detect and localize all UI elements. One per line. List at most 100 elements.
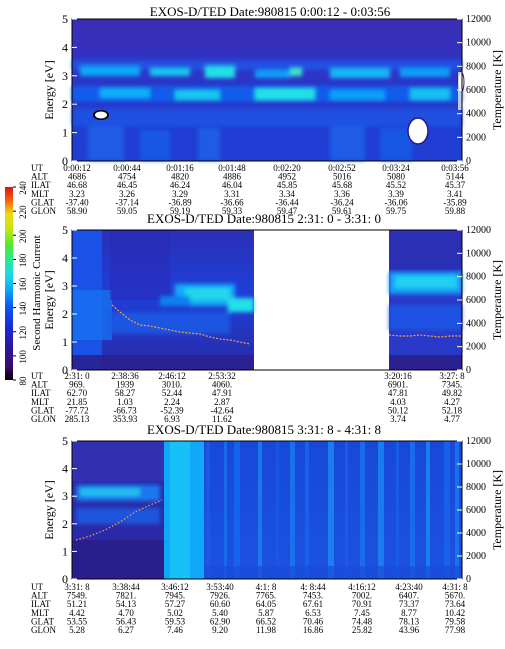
row-label-mlt: MLT <box>31 189 50 199</box>
colorbar-tick-label: 220 <box>18 205 28 219</box>
table-cell: -42.64 <box>210 405 234 415</box>
table-cell: 4.77 <box>444 414 460 424</box>
energy-tick-label: 5 <box>62 434 68 448</box>
table-cell: 3.31 <box>224 189 240 199</box>
panel-1-title: EXOS-D/TED Date:980815 0:00:12 - 0:03:56 <box>150 4 391 19</box>
temperature-tick-label: 10000 <box>466 459 491 470</box>
table-cell: 25.82 <box>352 625 372 635</box>
table-cell: 4.42 <box>69 608 85 618</box>
colorbar-tick-label: 240 <box>18 181 28 195</box>
table-cell: 47.91 <box>212 388 232 398</box>
temperature-tick-label: 12000 <box>466 14 491 25</box>
panel-3-temperature-trace <box>75 499 163 541</box>
table-cell: 969. <box>69 380 85 390</box>
panel-1-heatmap <box>72 19 465 161</box>
table-cell: 7.46 <box>167 625 183 635</box>
row-label-mlt: MLT <box>31 397 50 407</box>
row-label-ilat: ILAT <box>31 180 51 190</box>
table-cell: 4:1: 8 <box>256 582 277 592</box>
table-cell: 46.45 <box>117 180 138 190</box>
table-cell: 0:02:52 <box>328 163 356 173</box>
table-cell: 62.90 <box>210 616 231 626</box>
row-label-ut: UT <box>31 371 43 381</box>
table-cell: 5.02 <box>167 608 183 618</box>
table-cell: 3.41 <box>447 189 463 199</box>
table-cell: -35.89 <box>443 197 467 207</box>
table-cell: -37.14 <box>115 197 139 207</box>
table-cell: 4060. <box>212 380 232 390</box>
table-cell: 2.24 <box>164 397 180 407</box>
temperature-tick-label: 12000 <box>466 436 491 447</box>
energy-tick-label: 1 <box>62 544 68 558</box>
panel-3-ylabel: Energy [eV] <box>42 480 56 539</box>
table-cell: 66.52 <box>256 616 276 626</box>
panel-1-y2label: Temperature [K] <box>490 50 504 130</box>
energy-tick-label: 1 <box>62 126 68 140</box>
table-cell: 79.58 <box>445 616 466 626</box>
panel-2: EXOS-D/TED Date:980815 2:31: 0 - 3:31: 0 <box>31 211 504 424</box>
table-cell: -36.24 <box>330 197 354 207</box>
table-cell: 0:02:20 <box>273 163 301 173</box>
table-cell: 6407. <box>399 591 419 601</box>
colorbar: 80 100 120 140 160 180 200 220 240 Second Harmon… <box>5 181 43 386</box>
colorbar-gradient <box>5 187 13 380</box>
table-cell: 7002. <box>352 591 372 601</box>
panel-2-ylabel: Energy [eV] <box>42 270 56 329</box>
row-label-alt: ALT <box>31 591 48 601</box>
row-label-glon: GLON <box>31 625 56 635</box>
table-cell: 4820 <box>171 172 190 182</box>
colorbar-tick-label: 100 <box>18 350 28 364</box>
table-cell: 3:53:40 <box>206 582 234 592</box>
colorbar-tick-label: 200 <box>18 229 28 243</box>
colorbar-tick-label: 180 <box>18 253 28 267</box>
temperature-tick-label: 4000 <box>466 318 486 329</box>
table-cell: 5016 <box>333 172 352 182</box>
table-cell: 70.91 <box>352 599 372 609</box>
table-cell: 62.70 <box>67 388 88 398</box>
table-cell: 4754 <box>118 172 137 182</box>
table-cell: 60.60 <box>210 599 231 609</box>
panel-2-title: EXOS-D/TED Date:980815 2:31: 0 - 3:31: 0 <box>147 211 381 226</box>
energy-tick-label: 0 <box>62 572 68 586</box>
table-cell: 57.27 <box>165 599 186 609</box>
table-cell: 3:20:16 <box>384 371 412 381</box>
table-cell: 0:01:48 <box>218 163 246 173</box>
row-label-glon: GLON <box>31 206 56 216</box>
table-cell: 59.47 <box>277 206 298 216</box>
table-cell: 3.34 <box>279 189 295 199</box>
table-cell: 7945. <box>165 591 185 601</box>
temperature-tick-label: 0 <box>466 365 471 376</box>
table-cell: 7.45 <box>354 608 370 618</box>
panel-2-y2label: Temperature [K] <box>490 260 504 340</box>
energy-tick-label: 3 <box>62 279 68 293</box>
table-cell: 67.61 <box>303 599 323 609</box>
table-cell: 8.77 <box>401 608 417 618</box>
table-cell: 45.85 <box>277 180 298 190</box>
energy-tick-label: 5 <box>62 12 68 26</box>
energy-tick-label: 1 <box>62 335 68 349</box>
colorbar-tick-label: 160 <box>18 277 28 291</box>
table-cell: 0:00:12 <box>63 163 91 173</box>
table-cell: 73.64 <box>445 599 466 609</box>
table-cell: 78.13 <box>399 616 420 626</box>
row-label-ilat: ILAT <box>31 599 51 609</box>
table-cell: 21.85 <box>67 397 88 407</box>
energy-tick-label: 2 <box>62 97 68 111</box>
energy-tick-label: 2 <box>62 307 68 321</box>
table-cell: 6.27 <box>118 625 134 635</box>
table-cell: 0:03:24 <box>382 163 410 173</box>
temperature-tick-label: 6000 <box>466 85 486 96</box>
table-cell: 7453. <box>303 591 323 601</box>
table-cell: 59.75 <box>386 206 407 216</box>
table-cell: 11.98 <box>256 625 276 635</box>
temperature-tick-label: 0 <box>466 156 471 167</box>
table-cell: 0:03:56 <box>441 163 469 173</box>
table-cell: -77.72 <box>65 405 88 415</box>
table-cell: 43.96 <box>399 625 420 635</box>
energy-tick-label: 4 <box>62 40 68 54</box>
temperature-tick-label: 4000 <box>466 528 486 539</box>
table-cell: 285.13 <box>65 414 90 424</box>
table-cell: -66.73 <box>113 405 137 415</box>
table-cell: 0:00:44 <box>113 163 141 173</box>
